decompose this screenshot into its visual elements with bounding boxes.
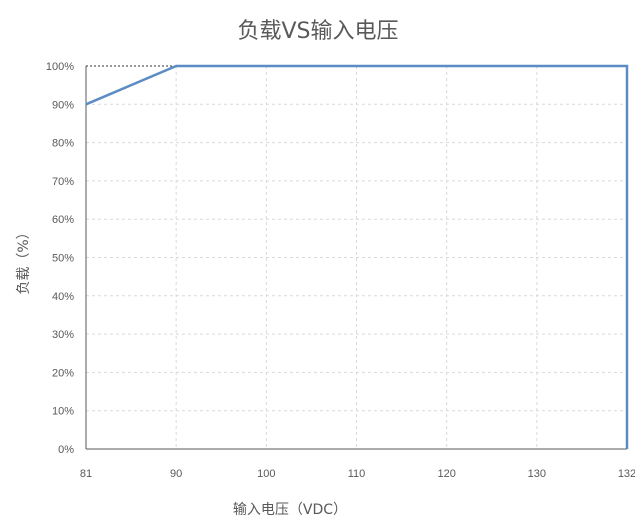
y-axis-label: 负载（%） xyxy=(16,225,32,294)
x-tick-label: 132 xyxy=(618,468,635,480)
y-tick-label: 40% xyxy=(52,291,74,303)
x-tick-label: 110 xyxy=(348,468,366,480)
y-tick-label: 50% xyxy=(52,253,74,265)
y-tick-label: 70% xyxy=(52,176,74,188)
y-tick-label: 30% xyxy=(52,329,74,341)
y-tick-label: 10% xyxy=(52,406,74,418)
y-tick-label: 20% xyxy=(52,367,74,379)
grid xyxy=(86,66,627,449)
axes xyxy=(85,65,627,450)
x-tick-label: 100 xyxy=(257,468,275,480)
x-tick-label: 90 xyxy=(170,468,182,480)
y-tick-label: 90% xyxy=(52,99,74,111)
x-tick-labels: 81 90 100 110 120 130 132 xyxy=(80,468,635,480)
series-layer xyxy=(85,64,629,450)
y-tick-labels: 0% 10% 20% 30% 40% 50% 60% 70% 80% 90% 100% xyxy=(46,61,74,456)
x-tick-label: 81 xyxy=(80,468,92,480)
y-tick-label: 0% xyxy=(58,444,74,456)
x-tick-label: 130 xyxy=(528,468,546,480)
x-axis-label: 输入电压（VDC） xyxy=(233,502,347,518)
y-tick-label: 60% xyxy=(52,214,74,226)
y-tick-label: 100% xyxy=(46,61,74,73)
x-tick-label: 120 xyxy=(437,468,455,480)
chart-title: 负载VS输入电压 xyxy=(237,19,398,44)
y-tick-label: 80% xyxy=(52,138,74,150)
series-line xyxy=(85,64,629,449)
